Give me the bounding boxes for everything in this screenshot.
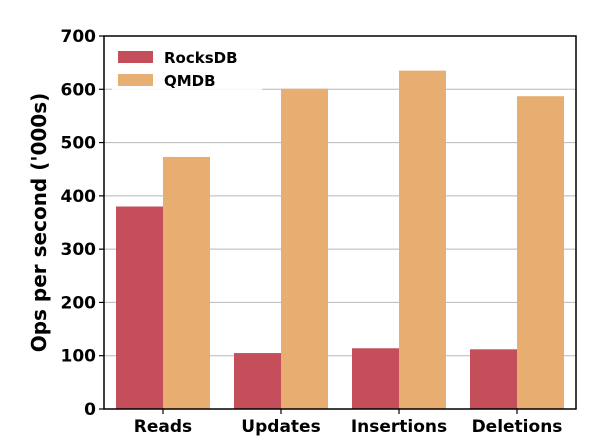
bar-qmdb-insertions bbox=[399, 70, 446, 409]
x-tick-label-updates: Updates bbox=[241, 417, 320, 437]
y-tick-label: 700 bbox=[61, 27, 97, 47]
bar-qmdb-reads bbox=[163, 156, 210, 409]
x-tick-label-insertions: Insertions bbox=[351, 417, 447, 437]
x-tick-label-deletions: Deletions bbox=[472, 417, 563, 437]
y-tick-label: 100 bbox=[61, 347, 97, 367]
y-tick-label: 500 bbox=[61, 134, 97, 154]
y-tick-label: 0 bbox=[84, 400, 96, 420]
y-tick-label: 600 bbox=[61, 80, 97, 100]
legend-swatch-rocksdb bbox=[118, 51, 153, 63]
plot-frame bbox=[103, 35, 577, 410]
y-tick-label: 300 bbox=[61, 240, 97, 260]
bar-rocksdb-deletions bbox=[470, 349, 517, 409]
bar-qmdb-updates bbox=[281, 88, 328, 409]
legend-label-rocksdb: RocksDB bbox=[164, 49, 238, 67]
bar-rocksdb-updates bbox=[234, 353, 281, 409]
bars bbox=[116, 70, 564, 409]
legend: RocksDB QMDB bbox=[112, 42, 262, 96]
bar-qmdb-deletions bbox=[517, 96, 564, 409]
bar-rocksdb-reads bbox=[116, 206, 163, 409]
legend-swatch-qmdb bbox=[118, 74, 153, 86]
y-axis-title: Ops per second ('000s) bbox=[27, 93, 51, 353]
y-axis-ticks: 0 100 200 300 400 500 600 700 bbox=[61, 27, 104, 420]
y-tick-label: 400 bbox=[61, 187, 97, 207]
bar-rocksdb-insertions bbox=[352, 348, 399, 409]
y-tick-label: 200 bbox=[61, 293, 97, 313]
x-axis-ticks: Reads Updates Insertions Deletions bbox=[134, 409, 563, 437]
legend-label-qmdb: QMDB bbox=[164, 72, 216, 90]
x-tick-label-reads: Reads bbox=[134, 417, 192, 437]
